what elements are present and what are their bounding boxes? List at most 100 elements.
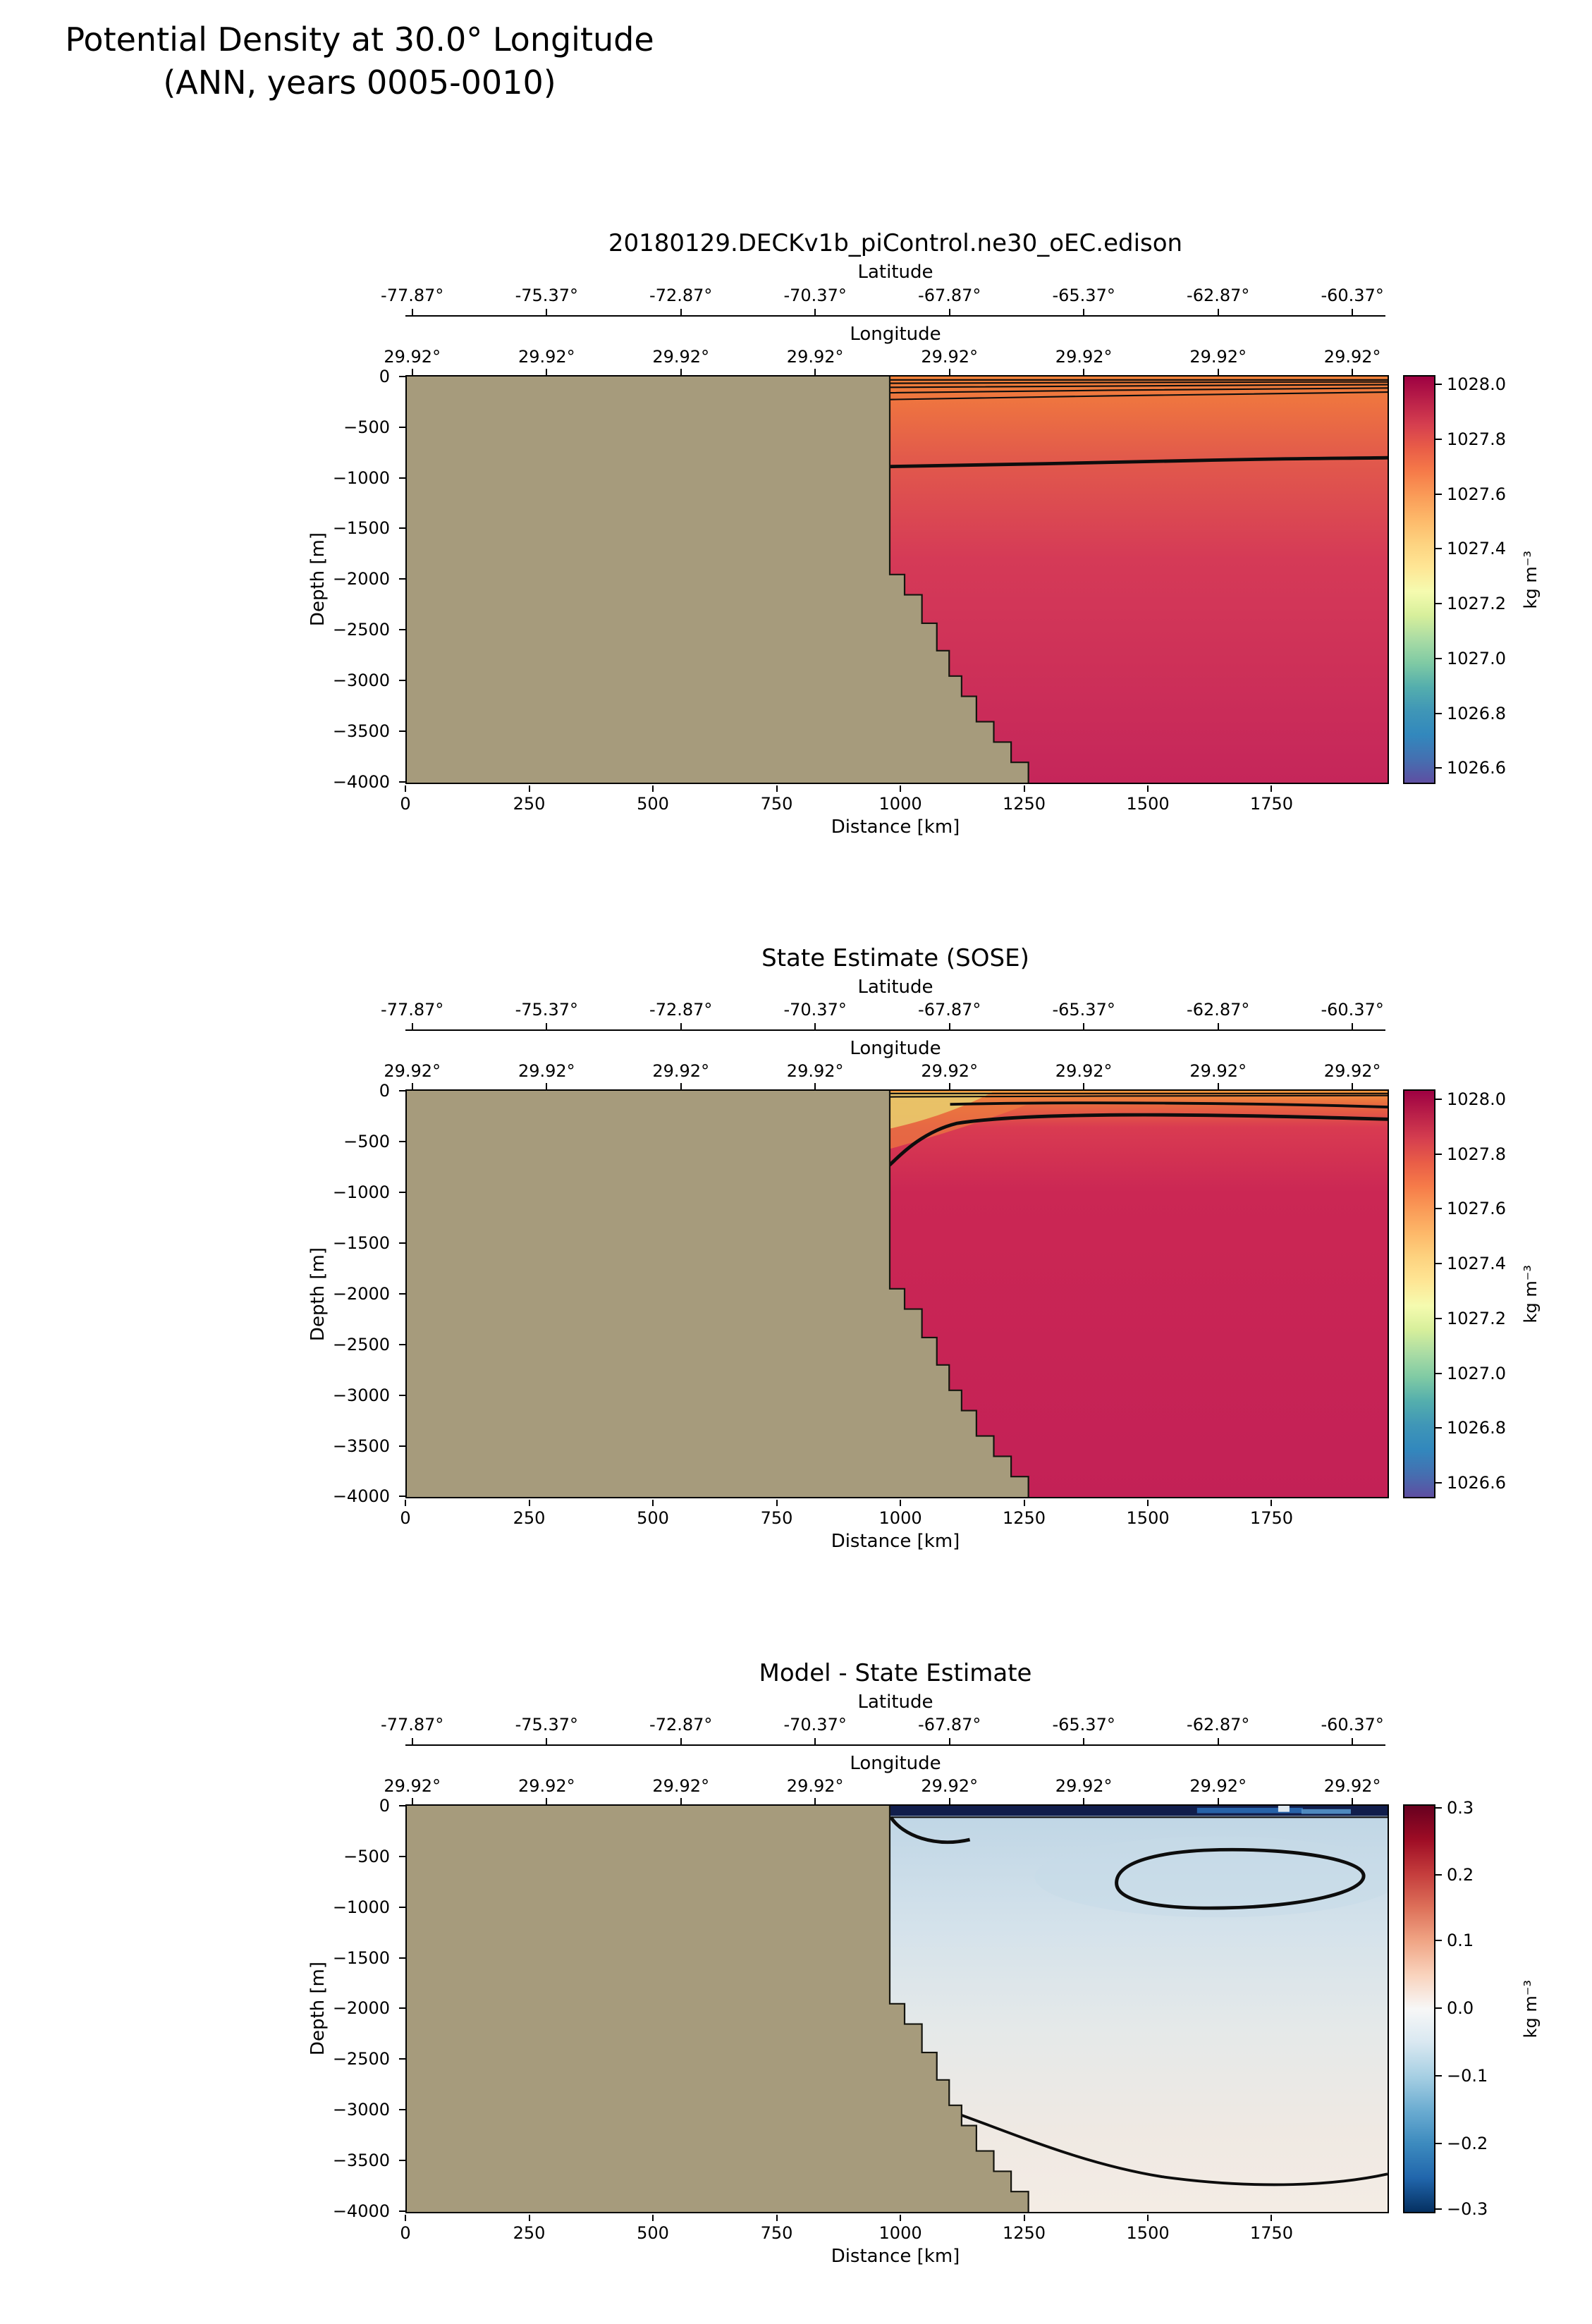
tick-mark [399,629,405,631]
tick-mark [399,578,405,580]
tick-label: 1750 [1249,793,1294,814]
panel-title-difference: Model - State Estimate [759,1658,1032,1687]
tick-label: 1000 [878,2222,922,2243]
tick-mark [814,308,816,315]
longitude-axis-title: Longitude [850,1752,941,1774]
plot-area-sose [405,1089,1389,1499]
tick-mark [680,308,682,315]
tick-mark [1083,1023,1085,1030]
tick-mark [1023,785,1025,792]
tick-mark [814,368,816,375]
figure-title-line2: (ANN, years 0005-0010) [163,63,556,102]
longitude-tick-labels: 29.92° 29.92° 29.92° 29.92° 29.92° 29.92° 29.9… [384,1775,1385,1797]
tick-label: 1000 [878,1508,922,1529]
longitude-tick-labels: 29.92° 29.92° 29.92° 29.92° 29.92° 29.92° 29.9… [384,345,1385,368]
tick-label: 1026.8 [1447,1418,1506,1438]
longitude-axis-title: Longitude [850,1038,941,1060]
tick-mark [1217,1083,1219,1090]
tick-label: 1028.0 [1447,1089,1506,1109]
density-contours [888,1093,1388,1167]
tick-label: 29.92° [786,1061,844,1082]
distance-tick-labels: 0 250 500 750 1000 1250 1500 1750 [400,793,1385,817]
tick-mark [411,1737,413,1744]
tick-mark [1435,1153,1442,1155]
tick-label: 0 [379,1081,390,1101]
distance-tick-marks [405,2214,1385,2222]
tick-label: −2500 [332,620,390,640]
tick-mark [528,1500,530,1507]
tick-mark [405,2214,406,2221]
tick-label: 0 [379,1795,390,1816]
tick-label: -65.37° [1052,285,1115,305]
tick-label: 1027.8 [1447,1144,1506,1164]
tick-mark [1270,1500,1273,1507]
tick-mark [1435,1372,1442,1374]
tick-label: 29.92° [1189,1775,1247,1796]
tick-mark [411,1023,413,1030]
tick-label: −0.2 [1447,2133,1488,2153]
tick-mark [1435,493,1442,495]
tick-label: -67.87° [918,285,981,305]
tick-mark [900,1500,902,1507]
tick-label: −3000 [332,1385,390,1405]
tick-mark [948,1023,950,1030]
tick-label: 29.92° [1323,1061,1381,1082]
tick-label: 1027.8 [1447,429,1506,449]
tick-mark [1083,1737,1085,1744]
tick-label: 29.92° [518,1061,575,1082]
tick-mark [1435,548,1442,550]
colorbar-ticks-difference: 0.3 0.2 0.1 0.0 −0.1 −0.2 −0.3 [1435,1798,1514,2219]
surface-blue-accent [1301,1809,1351,1814]
tick-label: -72.87° [649,1000,713,1020]
tick-label: 1500 [1126,793,1170,814]
latitude-axis-ruler [405,307,1385,317]
colorbar-unit-sose: kg m⁻³ [1521,1265,1541,1323]
tick-label: 29.92° [1323,1775,1381,1796]
tick-mark [651,1500,654,1507]
tick-mark [1270,2214,1273,2221]
tick-label: -75.37° [515,285,578,305]
tick-mark [1352,368,1354,375]
tick-label: 29.92° [384,346,441,367]
distance-tick-labels: 0 250 500 750 1000 1250 1500 1750 [400,1507,1385,1531]
tick-label: 1027.6 [1447,1199,1506,1219]
longitude-axis-title: Longitude [850,323,941,345]
tick-mark [651,2214,654,2221]
tick-mark [948,1737,950,1744]
colorbar-ticks-model: 1028.0 1027.8 1027.6 1027.4 1027.2 1027.0 1026… [1435,374,1514,782]
tick-mark [1435,767,1442,769]
tick-label: 1000 [878,793,922,814]
depth-tick-marks [396,1090,405,1498]
figure-title: Potential Density at 30.0° Longitude (AN… [28,18,691,104]
tick-mark [546,1083,548,1090]
tick-label: 1028.0 [1447,374,1506,395]
tick-mark [680,1737,682,1744]
tick-mark [814,1737,816,1744]
tick-label: −500 [343,417,390,437]
tick-mark [1435,1427,1442,1429]
tick-label: -72.87° [649,1714,713,1735]
tick-label: 500 [637,2222,669,2243]
density-contours [889,379,1388,468]
tick-label: -70.37° [783,285,847,305]
tick-mark [1147,2214,1149,2221]
tick-label: −1000 [332,1897,390,1917]
cross-section-difference [407,1805,1388,2212]
tick-label: 750 [760,2222,793,2243]
tick-mark [1270,785,1273,792]
tick-label: −3000 [332,671,390,691]
tick-label: 0.1 [1447,1931,1474,1951]
tick-mark [405,785,406,792]
tick-label: 250 [513,793,546,814]
depth-tick-labels: 0 −500 −1000 −1500 −2000 −2500 −3000 −3500 −4000 [332,1796,396,2221]
plot-area-model [405,374,1389,784]
longitude-tick-labels: 29.92° 29.92° 29.92° 29.92° 29.92° 29.92° 29.9… [384,1060,1385,1082]
tick-mark [405,1500,406,1507]
tick-label: 1026.6 [1447,758,1506,778]
tick-mark [1435,2007,1442,2010]
tick-label: −500 [343,1132,390,1152]
distance-tick-marks [405,785,1385,793]
cross-section-model [407,376,1388,783]
tick-mark [1435,712,1442,714]
cross-section-sose [407,1091,1388,1498]
